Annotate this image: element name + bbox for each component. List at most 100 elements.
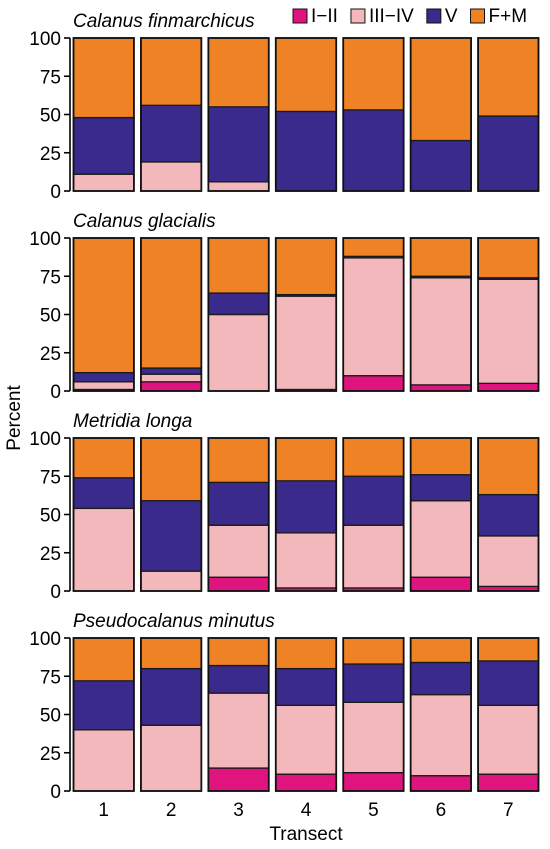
bar-outline bbox=[72, 37, 135, 192]
bar-outline bbox=[207, 437, 270, 592]
bar-segment bbox=[342, 437, 405, 477]
bar-segment bbox=[275, 532, 337, 589]
bar-segment bbox=[140, 104, 203, 163]
bar-segment bbox=[72, 637, 135, 682]
bar-segment bbox=[275, 704, 337, 775]
bar-segment bbox=[342, 663, 405, 703]
legend: I−II III−IV V F+M bbox=[292, 6, 527, 27]
bar-outline bbox=[274, 437, 338, 592]
bar-outline bbox=[477, 637, 540, 792]
y-tick-label: 100 bbox=[29, 29, 61, 50]
bar-segment bbox=[409, 437, 472, 476]
bar-segment bbox=[275, 637, 337, 670]
bar-outline bbox=[140, 37, 203, 192]
panel-1: Calanus finmarchicus 0 25 50 75 100 bbox=[29, 11, 540, 203]
bar-segment bbox=[409, 37, 472, 142]
bar-segment bbox=[342, 237, 405, 258]
bar-outline bbox=[409, 237, 472, 392]
bar-segment bbox=[207, 313, 270, 392]
bar-segment bbox=[140, 500, 203, 572]
bar-segment bbox=[207, 692, 270, 769]
bar-segment bbox=[72, 729, 135, 792]
y-tick-label: 75 bbox=[40, 67, 61, 88]
bar-segment bbox=[207, 437, 270, 484]
bar-outline bbox=[72, 437, 135, 592]
bar-segment bbox=[409, 637, 472, 664]
x-tick-label: 1 bbox=[98, 800, 109, 821]
bar-segment bbox=[140, 381, 203, 392]
bar-segment bbox=[409, 384, 472, 392]
bar-outline bbox=[207, 37, 270, 192]
bar-segment bbox=[409, 661, 472, 696]
y-tick-label: 0 bbox=[50, 182, 61, 203]
panel-title: Metridia longa bbox=[73, 411, 192, 432]
y-tick-label: 25 bbox=[40, 344, 61, 365]
bar-segment bbox=[342, 524, 405, 589]
bar-outline bbox=[342, 637, 405, 792]
bar-segment bbox=[140, 570, 203, 592]
bar-segment bbox=[342, 257, 405, 377]
legend-label: V bbox=[445, 6, 458, 27]
bar-segment bbox=[477, 37, 540, 117]
bar-outline bbox=[274, 37, 338, 192]
bar-segment bbox=[342, 37, 405, 111]
legend-swatch bbox=[350, 8, 366, 24]
bar-segment bbox=[140, 437, 203, 502]
bar-outline bbox=[207, 237, 270, 392]
y-tick-label: 25 bbox=[40, 544, 61, 565]
bar-segment bbox=[140, 161, 203, 192]
bar-segment bbox=[72, 680, 135, 731]
x-tick-label: 5 bbox=[368, 800, 379, 821]
bar-segment bbox=[477, 115, 540, 192]
bar-segment bbox=[207, 237, 270, 294]
y-tick-label: 50 bbox=[40, 306, 61, 327]
bar-segment bbox=[342, 771, 405, 792]
bar-segment bbox=[342, 637, 405, 665]
y-tick-label: 75 bbox=[40, 667, 61, 688]
bar-outline bbox=[409, 437, 472, 592]
bar-segment bbox=[207, 524, 270, 578]
x-tick-label: 2 bbox=[166, 800, 177, 821]
bar-outline bbox=[409, 637, 472, 792]
bar-segment bbox=[409, 474, 472, 502]
x-tick-label: 7 bbox=[503, 800, 514, 821]
bar-segment bbox=[140, 724, 203, 792]
bar-segment bbox=[72, 437, 135, 479]
bar-segment bbox=[477, 660, 540, 706]
bar-segment bbox=[275, 37, 337, 113]
bar-outline bbox=[72, 637, 135, 792]
bar-segment bbox=[409, 139, 472, 192]
x-tick-label: 4 bbox=[301, 800, 312, 821]
bar-outline bbox=[477, 37, 540, 192]
x-axis-title: Transect bbox=[269, 824, 343, 845]
y-tick-label: 100 bbox=[29, 429, 61, 450]
bar-segment bbox=[477, 704, 540, 775]
y-tick-label: 0 bbox=[50, 782, 61, 803]
bar-segment bbox=[72, 237, 135, 374]
bar-outline bbox=[342, 437, 405, 592]
bar-segment bbox=[275, 667, 337, 706]
bar-segment bbox=[140, 367, 203, 375]
panel-3: Metridia longa 0 25 50 75 100 bbox=[29, 411, 540, 603]
bar-segment bbox=[207, 664, 270, 694]
bar-segment bbox=[342, 375, 405, 392]
bar-segment bbox=[207, 481, 270, 526]
y-tick-label: 50 bbox=[40, 706, 61, 727]
bar-segment bbox=[72, 37, 135, 119]
bar-segment bbox=[275, 480, 337, 534]
bar-segment bbox=[72, 507, 135, 592]
y-tick-label: 50 bbox=[40, 506, 61, 527]
bar-outline bbox=[207, 637, 270, 792]
bar-segment bbox=[207, 106, 270, 183]
panel-title: Calanus finmarchicus bbox=[73, 11, 255, 32]
legend-swatch bbox=[292, 8, 308, 24]
bar-outline bbox=[72, 237, 135, 392]
y-tick-label: 50 bbox=[40, 106, 61, 127]
bar-segment bbox=[409, 775, 472, 792]
bar-segment bbox=[409, 277, 472, 386]
legend-label: III−IV bbox=[369, 6, 414, 27]
bar-segment bbox=[409, 237, 472, 277]
bar-segment bbox=[275, 110, 337, 192]
bar-segment bbox=[207, 767, 270, 792]
